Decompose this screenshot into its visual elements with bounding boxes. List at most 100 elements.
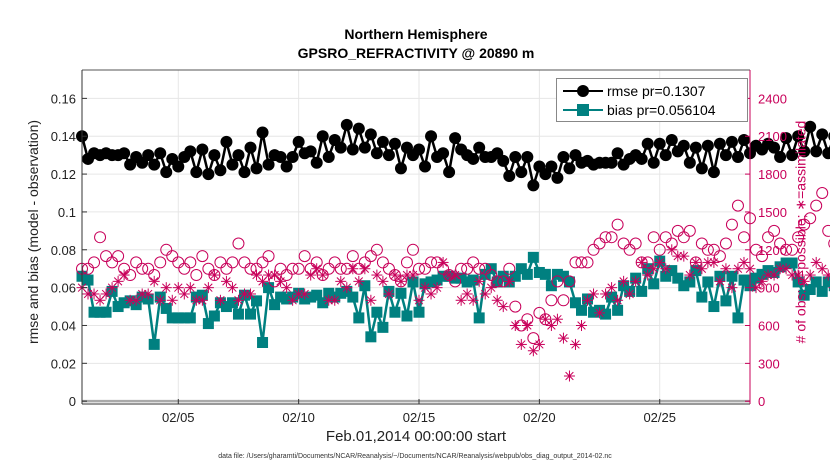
assimilated-obs-point: [365, 294, 377, 306]
bias-point: [648, 278, 660, 290]
assimilated-obs-point: [293, 288, 305, 300]
y-left-tick-label: 0: [69, 394, 76, 409]
assimilated-obs-point: [515, 338, 527, 350]
series-circle: [76, 118, 830, 192]
possible-obs-point: [701, 243, 714, 256]
bias-point: [786, 257, 798, 269]
assimilated-obs-point: [299, 288, 311, 300]
rmse-point: [394, 162, 407, 175]
assimilated-obs-point: [624, 288, 636, 300]
bias-point: [323, 287, 335, 299]
asterisk-stroke: [143, 289, 153, 299]
possible-obs-point: [244, 262, 257, 275]
asterisk-stroke: [661, 264, 670, 273]
asterisk-stroke: [577, 321, 586, 330]
bias-point: [612, 304, 624, 316]
bias-point: [365, 331, 377, 343]
possible-obs-point: [527, 332, 540, 345]
bias-point: [545, 280, 557, 292]
asterisk-stroke: [204, 283, 213, 292]
possible-obs-point: [172, 256, 185, 269]
grid: [82, 70, 750, 404]
rmse-point: [804, 120, 817, 133]
assimilated-obs-point: [551, 313, 563, 325]
asterisk-stroke: [149, 277, 159, 286]
possible-obs-point: [762, 231, 775, 244]
asterisk-stroke: [811, 258, 821, 267]
asterisk-stroke: [589, 289, 598, 299]
rmse-point: [244, 141, 257, 154]
assimilated-obs-point: [822, 269, 830, 281]
possible-obs-point: [599, 231, 612, 244]
bias-point: [425, 276, 437, 288]
bias-point: [100, 306, 112, 318]
asterisk-stroke: [468, 296, 478, 305]
asterisk-stroke: [228, 283, 237, 292]
asterisk-stroke: [541, 314, 550, 324]
rmse-point: [707, 166, 720, 179]
bias-point: [756, 268, 768, 280]
assimilated-obs-point: [612, 294, 624, 306]
asterisk-stroke: [595, 308, 604, 318]
rmse-point: [190, 166, 203, 179]
asterisk-stroke: [444, 270, 454, 280]
bias-point: [112, 301, 124, 313]
assimilated-obs-point: [449, 269, 461, 281]
y-axis-left-label: rmse and bias (model - observation): [25, 119, 41, 345]
legend-marker-bias: [563, 104, 603, 116]
bias-point: [208, 310, 220, 322]
possible-obs-point: [683, 224, 696, 237]
bias-point: [642, 263, 654, 275]
bias-point: [527, 251, 539, 263]
assimilated-obs-point: [359, 263, 371, 275]
rmse-point: [449, 132, 462, 145]
bias-point: [401, 310, 413, 322]
rmse-point: [148, 158, 161, 171]
assimilated-obs-point: [226, 282, 238, 294]
possible-obs-point: [605, 231, 618, 244]
asterisk-stroke: [571, 340, 580, 349]
rmse-point: [731, 151, 744, 164]
bias-point: [521, 268, 533, 280]
assimilated-obs-point: [184, 282, 196, 294]
possible-obs-point: [707, 243, 720, 256]
asterisk-stroke: [378, 277, 388, 286]
bias-point: [281, 293, 293, 305]
possible-obs-point: [82, 262, 95, 275]
y-right-tick-label: 300: [758, 356, 780, 371]
bias-point: [347, 291, 359, 303]
possible-obs-point: [545, 294, 558, 307]
x-axis-label: Feb.01,2014 00:00:00 start: [325, 428, 507, 445]
possible-obs-point: [810, 199, 823, 212]
assimilated-obs-point: [172, 282, 184, 294]
possible-obs-point: [816, 187, 829, 200]
asterisk-stroke: [318, 270, 327, 280]
asterisk-stroke: [793, 270, 803, 280]
asterisk-stroke: [655, 258, 664, 267]
bias-point: [666, 265, 678, 277]
possible-obs-point: [166, 250, 179, 263]
rmse-point: [635, 152, 648, 165]
bias-point: [792, 276, 804, 288]
rmse-point: [370, 147, 383, 160]
rmse-point: [419, 160, 432, 173]
y-left-tick-label: 0.12: [51, 167, 76, 182]
asterisk-stroke: [162, 283, 171, 292]
possible-obs-point: [382, 262, 395, 275]
bias-point: [606, 291, 618, 303]
assimilated-obs-point: [154, 294, 166, 306]
legend-label-rmse: rmse pr=0.1307: [607, 83, 706, 99]
asterisk-stroke: [324, 296, 333, 305]
x-tick-label: 02/15: [403, 410, 436, 425]
bias-point: [431, 274, 443, 286]
tick-labels: 02/05 02/10 02/15 02/20 02/25 0 0.02 0.04 0.06 0.…: [51, 91, 787, 425]
bias-point: [226, 297, 238, 309]
assimilated-obs-point: [557, 332, 569, 344]
asterisk-stroke: [739, 258, 749, 267]
asterisk-stroke: [360, 264, 370, 273]
y-right-tick-label: 1800: [758, 167, 787, 182]
assimilated-obs-point: [317, 269, 329, 281]
asterisk-stroke: [264, 270, 273, 280]
possible-obs-point: [298, 250, 311, 263]
possible-obs-point: [413, 262, 426, 275]
